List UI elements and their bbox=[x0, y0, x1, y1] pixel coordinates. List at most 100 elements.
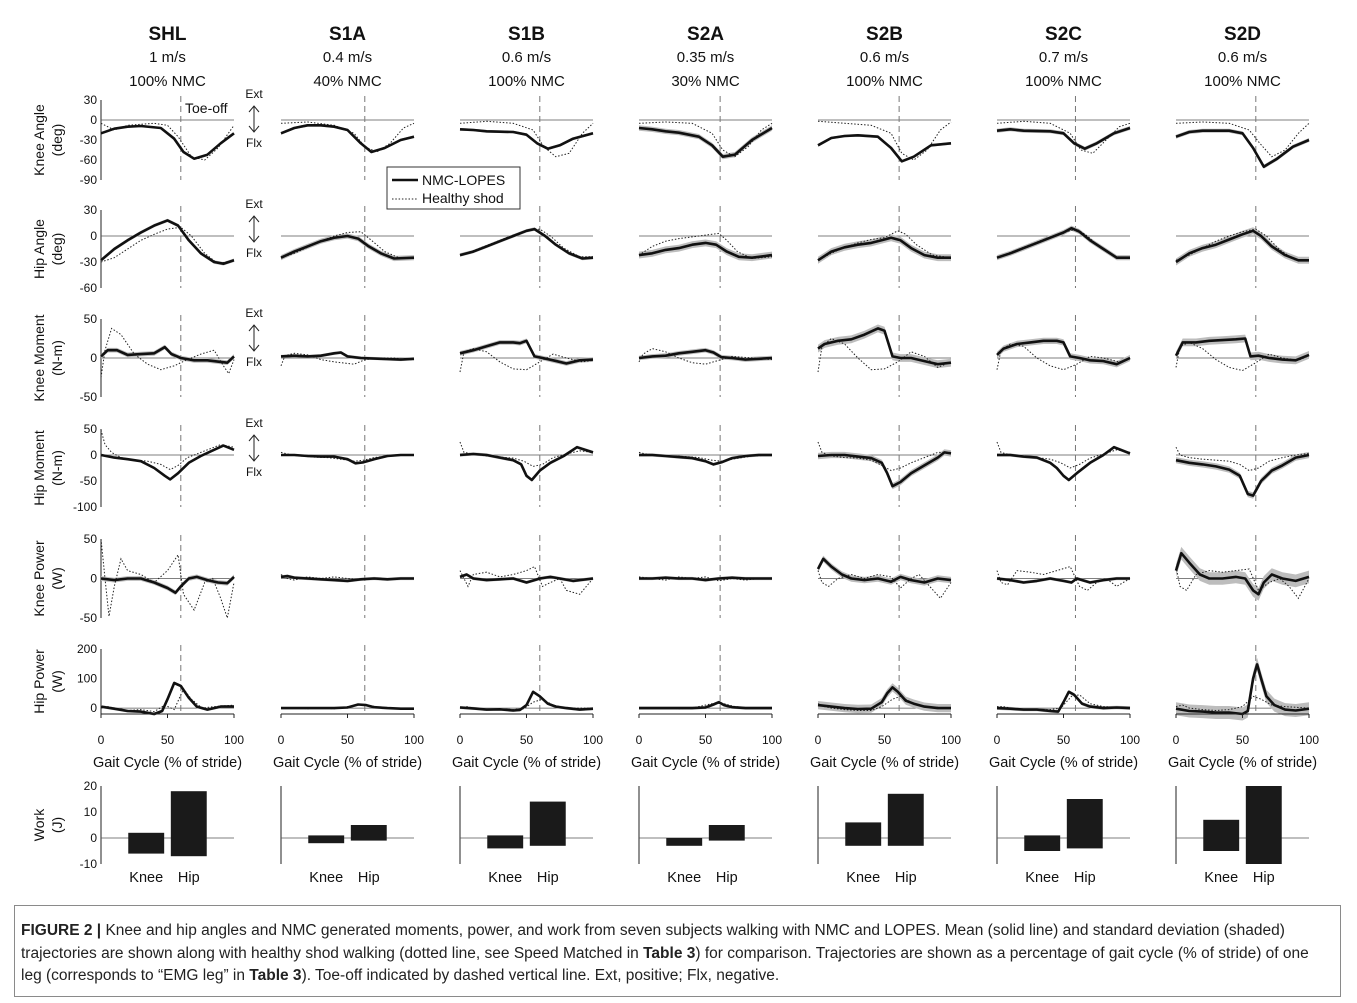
flx-label: Flx bbox=[246, 355, 262, 369]
column-nmc: 100% NMC bbox=[1204, 73, 1281, 90]
y-tick-label: 30 bbox=[84, 203, 98, 217]
nmc-line bbox=[996, 226, 1130, 260]
flx-label: Flx bbox=[246, 465, 262, 479]
std-band bbox=[101, 126, 234, 159]
work-category-label: Knee bbox=[846, 870, 880, 886]
column-speed: 0.7 m/s bbox=[1039, 49, 1088, 66]
std-band bbox=[1176, 451, 1309, 499]
nmc-line bbox=[639, 576, 772, 582]
nmc-line bbox=[459, 445, 594, 482]
x-tick-label: 0 bbox=[1173, 733, 1180, 747]
work-bar bbox=[887, 793, 924, 846]
work-bar bbox=[170, 791, 207, 857]
nmc-line bbox=[100, 444, 235, 481]
y-axis-unit: (N-m) bbox=[49, 450, 65, 486]
work-category-label: Hip bbox=[537, 870, 559, 886]
std-band bbox=[281, 124, 414, 154]
healthy-line bbox=[459, 228, 593, 258]
nmc-line bbox=[638, 241, 773, 260]
nmc-line bbox=[817, 451, 952, 488]
healthy-line bbox=[996, 120, 1131, 154]
arrow-up-icon bbox=[248, 434, 260, 442]
y-axis-label: Hip Moment bbox=[31, 430, 47, 506]
nmc-line bbox=[816, 557, 952, 584]
healthy-line bbox=[817, 230, 952, 261]
healthy-line bbox=[459, 348, 594, 373]
y-axis-label: Knee Angle bbox=[31, 104, 47, 176]
nmc-line bbox=[1175, 663, 1310, 716]
x-tick-label: 50 bbox=[699, 733, 713, 747]
healthy-line bbox=[638, 232, 773, 260]
caption-text-2: ) for comparison. Trajectories are shown… bbox=[21, 944, 1309, 985]
y-tick-label: -30 bbox=[80, 133, 98, 147]
healthy-line bbox=[817, 695, 952, 711]
work-category-label: Knee bbox=[129, 870, 163, 886]
work-bar bbox=[1066, 799, 1103, 849]
nmc-line bbox=[638, 126, 773, 158]
x-axis-label: Gait Cycle (% of stride) bbox=[810, 755, 959, 771]
y-tick-label: 200 bbox=[77, 642, 97, 656]
healthy-line bbox=[996, 343, 1131, 371]
nmc-line bbox=[281, 703, 414, 711]
y-tick-label: -100 bbox=[73, 500, 97, 514]
healthy-line bbox=[100, 226, 235, 265]
nmc-line bbox=[1174, 337, 1310, 362]
y-tick-label: 50 bbox=[84, 422, 98, 436]
arrow-up-icon bbox=[248, 215, 260, 223]
healthy-line bbox=[459, 120, 594, 158]
nmc-line bbox=[1174, 551, 1310, 596]
column-title: S2A bbox=[687, 24, 724, 45]
x-tick-label: 0 bbox=[98, 733, 105, 747]
healthy-line bbox=[100, 122, 235, 161]
work-category-label: Hip bbox=[895, 870, 917, 886]
column-speed: 0.6 m/s bbox=[1218, 49, 1267, 66]
x-tick-label: 50 bbox=[1057, 733, 1071, 747]
nmc-line bbox=[280, 574, 414, 583]
nmc-line bbox=[280, 234, 415, 260]
std-band bbox=[101, 574, 234, 596]
column-speed: 0.4 m/s bbox=[323, 49, 372, 66]
nmc-line bbox=[459, 573, 594, 584]
nmc-line bbox=[638, 348, 773, 361]
arrow-down-icon bbox=[248, 125, 260, 133]
y-tick-label: 100 bbox=[77, 672, 97, 686]
nmc-line bbox=[459, 227, 594, 260]
legend-nmc-label: NMC-LOPES bbox=[422, 172, 505, 188]
work-bar bbox=[529, 801, 566, 846]
work-bar bbox=[1245, 786, 1282, 864]
work-category-label: Knee bbox=[1025, 870, 1059, 886]
x-tick-label: 50 bbox=[341, 733, 355, 747]
x-tick-label: 0 bbox=[636, 733, 643, 747]
nmc-line bbox=[996, 126, 1131, 150]
y-tick-label: -50 bbox=[80, 474, 98, 488]
flx-label: Flx bbox=[246, 246, 262, 260]
arrow-up-icon bbox=[248, 105, 260, 113]
work-bar bbox=[845, 822, 882, 846]
y-tick-label: -30 bbox=[80, 255, 98, 269]
nmc-line bbox=[100, 219, 235, 266]
arrow-down-icon bbox=[248, 344, 260, 352]
y-tick-label: 0 bbox=[90, 229, 97, 243]
gait-figure: SHL 1 m/s 100% NMC S1A 0.4 m/s 40% NMC S1B 0.6 … bbox=[31, 24, 1319, 886]
column-title: S1B bbox=[508, 24, 545, 45]
y-tick-label: 0 bbox=[90, 351, 97, 365]
ext-label: Ext bbox=[245, 87, 263, 101]
nmc-line bbox=[817, 134, 952, 163]
x-axis-label: Gait Cycle (% of stride) bbox=[273, 755, 422, 771]
x-tick-label: 0 bbox=[457, 733, 464, 747]
work-category-label: Hip bbox=[178, 870, 200, 886]
y-tick-label: -50 bbox=[80, 611, 98, 625]
column-title: SHL bbox=[149, 24, 187, 45]
x-tick-label: 50 bbox=[1236, 733, 1250, 747]
work-category-label: Knee bbox=[309, 870, 343, 886]
work-bar bbox=[708, 825, 745, 841]
nmc-line bbox=[996, 690, 1131, 713]
work-bar bbox=[666, 838, 703, 846]
caption-text-1: Knee and hip angles and NMC generated mo… bbox=[21, 922, 1285, 962]
work-bar bbox=[308, 835, 345, 844]
healthy-line bbox=[638, 451, 773, 462]
arrow-down-icon bbox=[248, 454, 260, 462]
column-nmc: 100% NMC bbox=[846, 73, 923, 90]
nmc-line bbox=[280, 351, 415, 361]
work-category-label: Knee bbox=[667, 870, 701, 886]
